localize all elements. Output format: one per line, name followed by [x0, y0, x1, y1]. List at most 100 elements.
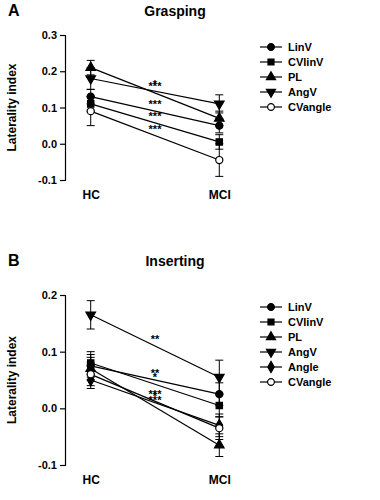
error-bar	[215, 417, 223, 440]
panel: -0.10.00.10.20.3HCMCIGraspingALaterality…	[5, 2, 331, 202]
legend-marker	[266, 332, 275, 340]
error-cap	[87, 388, 95, 389]
y-tick-label: 0.0	[42, 138, 57, 150]
point	[216, 156, 223, 163]
legend-label: LinV	[288, 41, 312, 53]
legend-label: AngV	[288, 86, 317, 98]
x-tick: HC	[83, 465, 101, 487]
legend-label: CVangle	[288, 376, 331, 388]
error-cap	[215, 132, 223, 133]
y-tick: 0.0	[42, 138, 65, 150]
error-cap	[87, 96, 95, 97]
y-tick-mark	[60, 295, 65, 296]
legend-item: PL	[260, 331, 302, 343]
significance-label: ***	[149, 388, 163, 400]
legend-label: PL	[288, 71, 302, 83]
legend-item: CVangle	[260, 376, 331, 388]
error-cap	[215, 134, 223, 135]
error-cap	[87, 357, 95, 358]
error-cap	[215, 112, 223, 113]
legend-item: Angle	[260, 361, 319, 373]
error-cap	[215, 456, 223, 457]
legend-marker	[266, 89, 275, 97]
y-tick: 0.1	[42, 346, 65, 358]
x-axis: HCMCI	[66, 180, 246, 202]
legend-marker	[266, 349, 275, 357]
legend-item: CVangle	[260, 101, 331, 113]
legend-marker	[266, 72, 275, 80]
error-bar	[87, 97, 95, 126]
legend-item: LinV	[260, 41, 312, 53]
y-tick-mark	[60, 107, 65, 108]
point	[214, 113, 224, 121]
error-cap	[87, 96, 95, 97]
error-cap	[215, 394, 223, 395]
x-axis-line	[66, 465, 246, 466]
y-axis-title: Laterality index	[5, 336, 19, 424]
error-cap	[87, 89, 95, 90]
legend-item: PL	[260, 71, 302, 83]
significance-label: **	[151, 333, 160, 345]
x-tick-label: HC	[83, 188, 101, 202]
legend-marker	[268, 304, 275, 311]
x-axis: HC MCI	[66, 465, 246, 487]
panel: -0.10.00.10.2HCMCIInsertingBLaterality i…	[5, 252, 331, 487]
plot-area	[86, 301, 224, 457]
y-tick-label: 0.3	[42, 29, 57, 41]
point	[87, 371, 94, 378]
legend-label: AngV	[288, 346, 317, 358]
y-tick-mark	[60, 35, 65, 36]
error-cap	[87, 300, 95, 301]
error-cap	[87, 67, 95, 68]
x-tick: MCI	[209, 465, 231, 487]
legend-label: PL	[288, 331, 302, 343]
y-tick: 0.0	[42, 402, 65, 414]
point	[214, 374, 224, 382]
error-cap	[215, 125, 223, 126]
x-axis-line	[66, 180, 246, 181]
y-axis-line	[60, 296, 66, 466]
y-tick: 0.2	[42, 65, 65, 77]
point	[86, 312, 96, 320]
y-tick-mark	[60, 180, 65, 181]
y-tick-label: -0.1	[38, 459, 57, 471]
significance-label: *	[153, 371, 158, 383]
legend: LinVCVlinVPLAngVAngleCVangle	[260, 301, 331, 388]
y-tick: 0.3	[42, 29, 65, 41]
y-tick: 0.2	[42, 289, 65, 301]
error-bar	[87, 301, 95, 329]
point	[214, 440, 224, 448]
legend-item: CVlinV	[260, 56, 324, 68]
error-cap	[87, 363, 95, 364]
y-axis-title: Laterality index	[5, 63, 19, 151]
series-line	[91, 369, 220, 446]
error-cap	[87, 60, 95, 61]
y-tick-label: 0.1	[42, 346, 57, 358]
plot-area	[86, 60, 224, 176]
error-bar	[87, 68, 95, 90]
error-cap	[87, 125, 95, 126]
point	[216, 402, 222, 408]
x-tick-label: MCI	[209, 473, 231, 487]
legend-label: CVlinV	[288, 56, 324, 68]
legend-item: AngV	[260, 346, 317, 358]
error-bar	[215, 360, 223, 394]
figure: -0.10.00.10.20.3HCMCIGraspingALaterality…	[0, 0, 380, 500]
error-bar	[215, 111, 223, 126]
error-cap	[87, 89, 95, 90]
error-cap	[87, 351, 95, 352]
point	[87, 108, 94, 115]
legend-item: CVlinV	[260, 316, 324, 328]
error-cap	[215, 414, 223, 415]
legend-marker	[268, 379, 275, 386]
error-cap	[215, 394, 223, 395]
error-cap	[87, 385, 95, 386]
legend-marker	[268, 319, 274, 325]
y-tick: -0.1	[38, 459, 65, 471]
title: Inserting	[145, 253, 204, 269]
legend-marker	[268, 361, 274, 372]
significance-label: ***	[149, 123, 163, 135]
legend-marker	[268, 59, 274, 65]
point	[214, 101, 224, 109]
x-tick-label: HC	[83, 473, 101, 487]
